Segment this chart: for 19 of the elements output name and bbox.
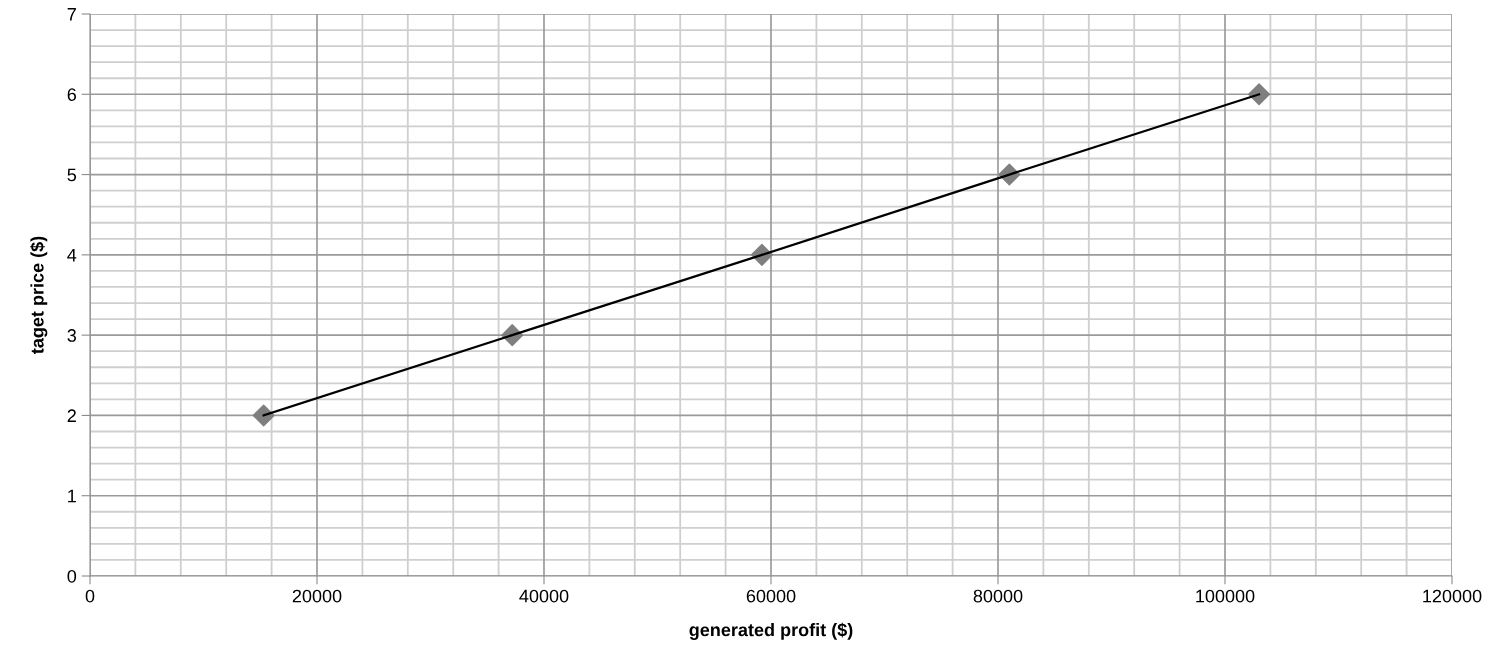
point: [1248, 83, 1271, 106]
y-tick-label: 0: [67, 569, 77, 583]
x-tick-label: 0: [85, 589, 95, 603]
y-tick-label: 3: [67, 329, 77, 342]
x-tick-label: 60000: [746, 589, 796, 603]
y-tick-label: 6: [67, 88, 77, 102]
y-tick-label: 5: [67, 168, 77, 182]
y-tick-label: 4: [67, 248, 77, 262]
x-tick-label: 20000: [292, 589, 342, 603]
x-tick-label: 40000: [519, 589, 569, 603]
y-axis-title: taget price ($): [30, 236, 48, 354]
point: [252, 404, 275, 427]
x-tick-label: 100000: [1196, 589, 1255, 603]
y-tick-label: 7: [67, 8, 76, 21]
y-tick-label: 2: [67, 409, 76, 422]
x-axis-title: generated profit ($): [689, 622, 853, 640]
y-tick-label: 1: [68, 489, 76, 503]
x-tick-label: 80000: [973, 589, 1023, 603]
x-tick-label: 120000: [1423, 589, 1482, 603]
